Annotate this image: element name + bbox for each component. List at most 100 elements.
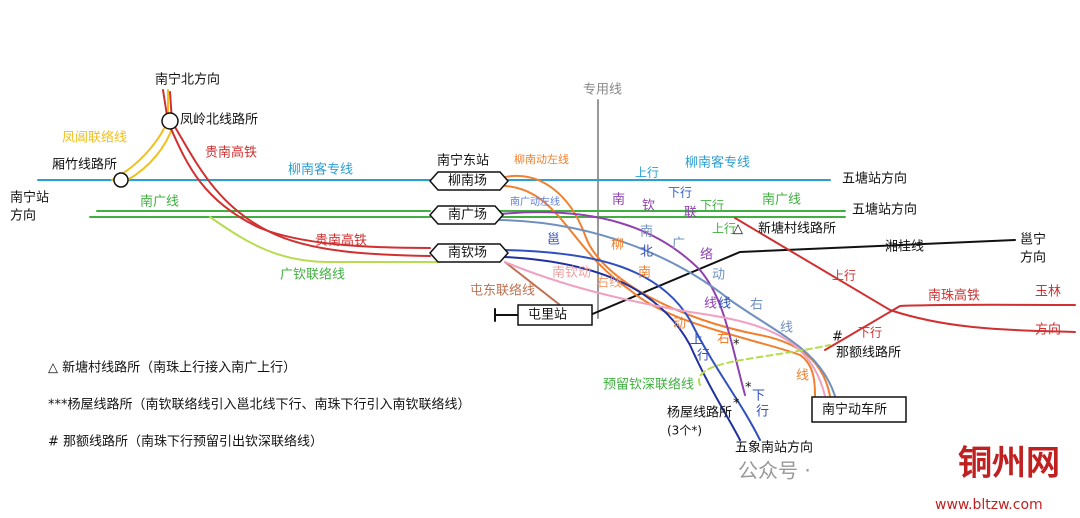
legend-note: △ 新塘村线路所（南珠上行接入南广上行） <box>48 360 296 376</box>
label: 下行 <box>858 326 882 340</box>
label: 方向 <box>1020 250 1046 266</box>
track <box>209 216 441 263</box>
tracks <box>37 89 1076 441</box>
label: 五象南站方向 <box>735 440 813 456</box>
vertical-label-char: 动 <box>712 268 725 283</box>
vertical-label-char: 北 <box>640 245 653 260</box>
label: 上行 <box>635 166 659 180</box>
label: 上行 <box>712 222 736 236</box>
vertical-label-char: 线 <box>796 369 809 384</box>
track <box>499 211 746 396</box>
track <box>734 217 1076 333</box>
track <box>504 185 816 397</box>
vertical-label-char: 线 <box>704 297 717 312</box>
label: 南宁东站 <box>437 153 489 169</box>
track <box>504 249 761 441</box>
label: 专用线 <box>583 83 622 98</box>
track <box>499 174 831 397</box>
label: 预留钦深联络线 <box>603 377 694 393</box>
label: 下行 <box>700 199 724 213</box>
vertical-label-char: 线 <box>718 297 731 312</box>
watermark: 铜州网 <box>958 444 1060 484</box>
label: 新塘村线路所 <box>758 221 836 237</box>
label: 南广线 <box>762 192 801 208</box>
track <box>504 256 741 441</box>
label: 柳南客专线 <box>685 155 750 171</box>
yard <box>428 171 510 191</box>
label: 广钦联络线 <box>280 267 345 283</box>
label: 下行 <box>668 186 692 200</box>
label: 贵南高铁 <box>205 145 257 161</box>
label: 凤岭北线路所 <box>180 112 258 128</box>
watermark: www.bltzw.com <box>935 497 1043 513</box>
track <box>162 89 431 249</box>
label: 厢竹线路所 <box>52 157 117 173</box>
label: 方向 <box>1035 322 1061 338</box>
stations <box>113 112 907 423</box>
vertical-label-char: 行 <box>697 349 710 364</box>
label: 南广动左线 <box>510 195 560 208</box>
label: 南钦动 <box>552 265 591 281</box>
label: 方向 <box>10 208 36 224</box>
label: 五塘站方向 <box>842 171 907 187</box>
label: 南广场 <box>448 207 487 223</box>
label: 南宁北方向 <box>155 72 220 88</box>
label: 屯东联络线 <box>470 283 535 299</box>
track <box>698 344 831 386</box>
legend-note: ***杨屋线路所（南钦联络线引入邕北线下行、南珠下行引入南钦联络线） <box>48 397 471 413</box>
vertical-label-char: 邕 <box>547 233 560 248</box>
label: 柳南场 <box>448 173 487 189</box>
vertical-label-char: 上 <box>690 333 703 348</box>
track <box>499 219 836 397</box>
vertical-label-char: 南 <box>612 192 625 208</box>
label: 邕宁 <box>1020 232 1046 248</box>
label: # <box>832 330 843 345</box>
yard <box>428 243 510 263</box>
track <box>504 261 826 397</box>
label: 南广线 <box>140 194 179 210</box>
vertical-label-char: 南 <box>640 224 653 240</box>
labels: 南宁北方向凤岭北线路所凤阊联络线贵南高铁厢竹线路所南宁站方向柳南客专线南宁东站柳… <box>10 72 1061 514</box>
label: 南钦场 <box>448 245 487 261</box>
vertical-label-char: 钦 <box>642 199 655 214</box>
vertical-label-char: 行 <box>756 405 769 420</box>
legend-note: # 那额线路所（南珠下行预留引出钦深联络线） <box>48 434 323 450</box>
track <box>824 303 1076 351</box>
label: 右线 <box>596 276 622 291</box>
label: 屯里站 <box>528 308 567 323</box>
label: 南珠高铁 <box>928 288 980 304</box>
vertical-label-char: 南 <box>638 265 651 281</box>
label: △ <box>733 222 743 237</box>
label: (3个*) <box>667 424 702 438</box>
watermark: 公众号 · <box>738 459 811 483</box>
yard <box>428 205 505 225</box>
label: 柳南客专线 <box>288 162 353 178</box>
label: 玉林 <box>1035 285 1061 300</box>
label: 杨屋线路所 <box>667 405 732 421</box>
station-box <box>517 304 593 326</box>
vertical-label-char: 右 <box>750 298 763 313</box>
vertical-label-char: 联 <box>684 206 697 221</box>
vertical-label-char: 动 <box>673 317 686 332</box>
junction <box>161 112 179 130</box>
vertical-label-char: 线 <box>780 321 793 336</box>
label: * <box>733 338 740 353</box>
vertical-label-char: 右 <box>717 332 730 347</box>
label: 那额线路所 <box>836 345 901 361</box>
junction <box>113 172 129 188</box>
label: 凤阊联络线 <box>62 130 127 146</box>
label: 南宁站 <box>10 190 49 206</box>
label: 五塘站方向 <box>852 202 917 218</box>
track <box>169 91 431 257</box>
label: * <box>733 397 740 412</box>
label: 贵南高铁 <box>315 233 367 249</box>
track <box>123 121 175 183</box>
label: 柳南动左线 <box>514 152 569 166</box>
label: 南宁动车所 <box>822 402 887 418</box>
label: 上行 <box>832 269 856 283</box>
depot-box <box>811 396 907 423</box>
vertical-label-char: 广 <box>672 237 685 252</box>
label: * <box>745 381 752 396</box>
vertical-label-char: 下 <box>752 389 765 404</box>
